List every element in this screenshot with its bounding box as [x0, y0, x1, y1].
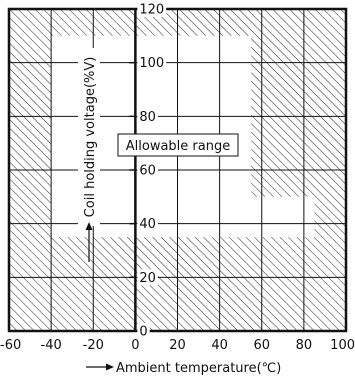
x-axis-title: Ambient temperature(℃): [116, 361, 281, 376]
x-tick-label-8: 100: [330, 338, 355, 353]
allowable-range-label: Allowable range: [126, 139, 230, 154]
y-tick-label-2: 40: [139, 217, 156, 232]
x-tick-label-6: 60: [253, 338, 270, 353]
plot-frame: [7, 7, 348, 333]
y-tick-label-0: 0: [139, 325, 147, 340]
x-tick-label-5: 40: [211, 338, 228, 353]
x-tick-label-3: 0: [131, 338, 139, 353]
x-axis-arrow: [86, 363, 114, 371]
x-tick-label-1: -40: [41, 338, 62, 353]
y-axis-title: Coil holding voltage(%V): [83, 57, 98, 218]
x-tick-label-0: -60: [0, 338, 21, 353]
y-tick-label-1: 20: [139, 271, 156, 286]
y-axis-arrow: [85, 222, 93, 262]
x-tick-label-4: 20: [169, 338, 186, 353]
y-tick-label-4: 80: [139, 110, 156, 125]
y-tick-label-5: 100: [139, 56, 164, 71]
region-label-box: Allowable range: [117, 133, 239, 157]
y-axis-title-group: Coil holding voltage(%V): [78, 48, 100, 226]
x-tick-label-2: -20: [83, 338, 104, 353]
horizontal-grid-lines: [9, 62, 346, 278]
y-tick-label-6: 120: [139, 3, 164, 18]
x-tick-label-7: 80: [296, 338, 313, 353]
x-tick-labels: -60 -40 -20 0 20 40 60 80 100: [0, 338, 355, 353]
y-tick-label-3: 60: [139, 164, 156, 179]
y-tick-labels: 0 20 40 60 80 100 120: [129, 1, 167, 340]
